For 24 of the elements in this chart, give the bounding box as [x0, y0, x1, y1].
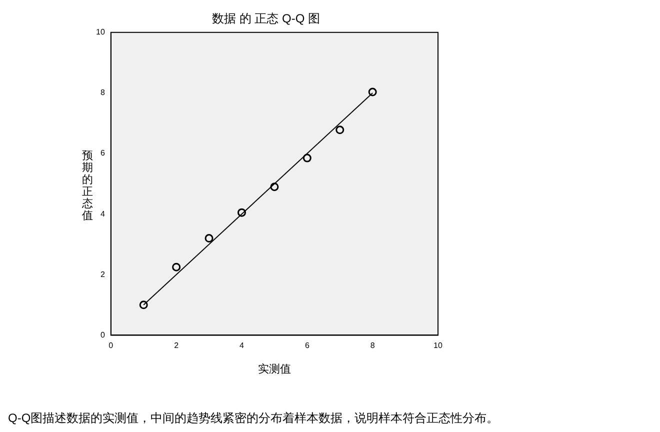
chart-title: 数据 的 正态 Q-Q 图 — [212, 12, 320, 26]
x-tick-label: 10 — [434, 341, 443, 350]
point — [368, 88, 377, 96]
y-axis-title: 预期的正态值 — [82, 150, 94, 222]
y-tick-label: 8 — [100, 88, 106, 98]
point — [172, 262, 181, 272]
x-tick-label: 2 — [174, 341, 180, 350]
y-tick-label: 4 — [100, 209, 106, 218]
point — [237, 208, 246, 217]
point — [270, 182, 279, 192]
y-tick-label: 10 — [96, 28, 106, 37]
y-tick-label: 0 — [100, 330, 106, 340]
point — [204, 234, 214, 243]
y-tick-label: 2 — [100, 270, 106, 279]
text: Q-Q图描述数据的实测值，中间的趋势线紧密的分布着样本数据，说明样本符合正态性分布。 — [8, 410, 500, 427]
x-tick-label: 6 — [304, 341, 310, 350]
y-tick-label: 6 — [100, 148, 106, 158]
point — [139, 300, 148, 310]
point — [302, 154, 312, 162]
x-tick-label: 0 — [108, 341, 114, 350]
x-tick-label: 4 — [240, 341, 245, 350]
point — [336, 126, 344, 134]
x-tick-label: 8 — [370, 341, 376, 350]
x-axis-title: 实测值 — [258, 362, 291, 376]
